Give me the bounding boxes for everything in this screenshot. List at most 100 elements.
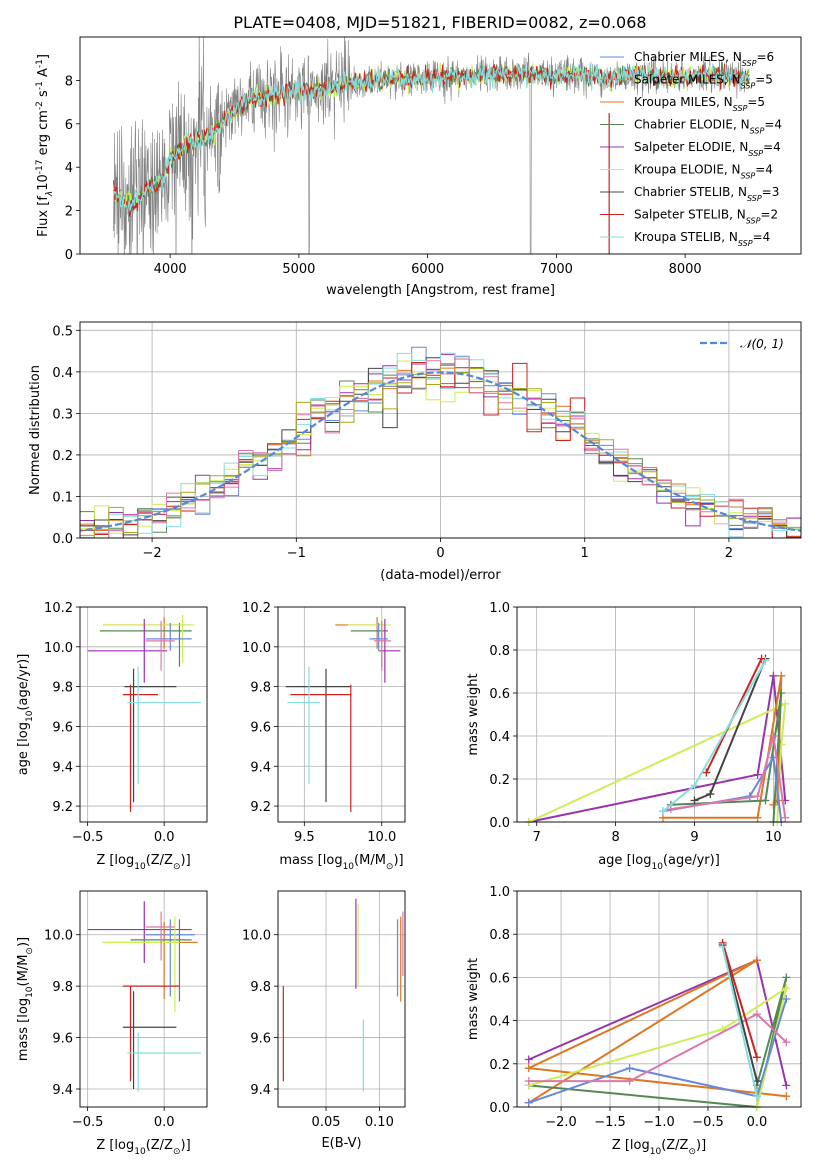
y-tick-label: 9.8 [52,681,73,696]
weight-point-marker [777,671,786,680]
legend-gaussian-label: 𝒩(0, 1) [740,337,784,351]
residuals-frame [79,321,802,539]
legend-label-sub: SSP [741,81,756,90]
legend-label: Chabrier MILES, NSSP=6 [634,50,774,68]
y-tick-label: 9.6 [52,1032,73,1047]
legend-label-text: Salpeter ELODIE, N [634,140,748,154]
residuals-x-label: (data-model)/error [380,568,501,583]
y-tick-label: 0.2 [489,773,510,788]
legend-label-sub: SSP [746,216,761,225]
legend-label-tail: =4 [755,163,773,177]
weight-point-marker [718,943,727,952]
weight_vs_Z-plot [524,938,791,1111]
weight_vs_Z-frame [516,890,802,1108]
x-tick-label: 9.5 [294,830,315,845]
weight-series-line [525,959,787,1104]
y-tick-label: 4 [65,161,73,176]
y-tick-label: 0 [65,248,73,263]
label-part: 10 [134,1147,146,1157]
weight-point-marker [752,1092,761,1101]
legend-label-text: Salpeter MILES, N [634,73,741,87]
x-tick-label: 8 [611,830,619,845]
weight-series-line [528,1012,787,1083]
age_vs_mass-axes: 9.5 10.0 9.2 9.4 9.6 9.8 10.0 10.2 [242,601,405,845]
legend-label-tail: =3 [762,185,780,199]
spectrum-y-label: Flux [fλ10-17 erg cm-2 s-1 A-1] [35,54,55,237]
label-part: -1 [35,81,45,90]
y-tick-label: 0.3 [52,407,73,422]
age-mass-x-label: mass [log10(M/M⊙)] [279,853,403,872]
legend-label-tail: =5 [747,95,765,109]
weight-point-marker [690,796,699,805]
legend-label-tail: =4 [763,140,781,154]
x-tick-label: 0.0 [154,830,175,845]
y-tick-label: 9.4 [250,760,271,775]
x-tick-label: −0.5 [72,830,104,845]
weight-point-marker [782,1081,791,1090]
label-part: )] [393,853,403,868]
x-tick-label: −1 [287,546,306,561]
x-tick-label: −2 [143,546,162,561]
label-part: 10 [650,1147,662,1157]
weight-point-marker [752,1053,761,1062]
weight-point-marker [782,995,791,1003]
legend-label-text: Chabrier STELIB, N [634,185,747,199]
label-part: )] [181,1138,191,1153]
weight-point-marker [753,813,762,822]
label-part: ⊙ [386,862,394,872]
x-tick-label: 8000 [669,262,702,277]
age_vs_Z-frame [79,606,208,823]
weight-point-marker [702,768,711,777]
label-part: Z [log [96,853,134,868]
y-tick-label: 0.0 [489,1101,510,1116]
figure-title: PLATE=0408, MJD=51821, FIBERID=0082, z=0… [233,13,646,32]
x-tick-label: −2.0 [545,1115,577,1130]
x-tick-label: 10 [765,830,782,845]
ebv-x-label: E(B-V) [321,1136,361,1151]
legend-label-text: Kroupa ELODIE, N [634,163,741,177]
weight_vs_Z-y-label: mass weight [466,958,481,1040]
spectrum-model-line [113,59,750,215]
label-part: (M/M [354,853,386,868]
legend-label: Salpeter STELIB, NSSP=2 [634,208,778,226]
label-part: age [log [16,722,31,775]
weight-point-marker [524,1055,533,1064]
y-tick-label: 8 [65,74,73,89]
x-tick-label: 4000 [154,262,187,277]
weight-point-marker [777,689,786,697]
label-part: mass [log [16,998,31,1061]
label-part: 10 [134,862,146,872]
mass_vs_EBV-axes: 0.05 0.10 9.4 9.6 9.8 10.0 [242,891,405,1130]
weight-series-line [528,702,787,823]
x-tick-label: 1 [581,546,589,561]
x-tick-label: 0 [436,546,444,561]
y-tick-label: 0.0 [489,816,510,831]
legend-label-sub: SSP [750,126,765,135]
residuals-y-label: Normed distribution [28,365,43,495]
age-z-y-label: age [log10(age/yr)] [16,654,35,776]
weight-point-marker [782,1092,791,1101]
label-part: Z [log [612,1138,650,1153]
weight-point-marker [782,984,791,993]
label-part: -17 [35,160,45,175]
y-tick-label: 9.4 [52,1083,73,1098]
label-part: -1 [35,59,45,68]
legend-label-sub: SSP [741,171,756,180]
x-tick-label: 7000 [540,262,573,277]
label-part: )] [16,937,31,947]
y-tick-label: 9.2 [250,800,271,815]
weight-age-x-label: age [log10(age/yr)] [598,853,720,872]
legend-label-sub: SSP [747,194,762,203]
label-part: )] [696,1138,706,1153]
label-part: A [36,68,51,81]
legend-label: Salpeter MILES, NSSP=5 [634,73,773,91]
legend-label: Chabrier ELODIE, NSSP=4 [634,118,782,136]
weight_vs_age-axes: 7 8 9 10 0.0 0.2 0.4 0.6 0.8 1.0 [489,601,801,845]
y-tick-label: 9.8 [52,980,73,995]
age-z-x-label: Z [log10(Z/Z⊙)] [96,853,190,872]
y-tick-label: 10.2 [44,601,73,616]
label-part: (age/yr)] [16,654,31,711]
y-tick-label: 9.6 [250,720,271,735]
label-part: ⊙ [25,947,35,955]
